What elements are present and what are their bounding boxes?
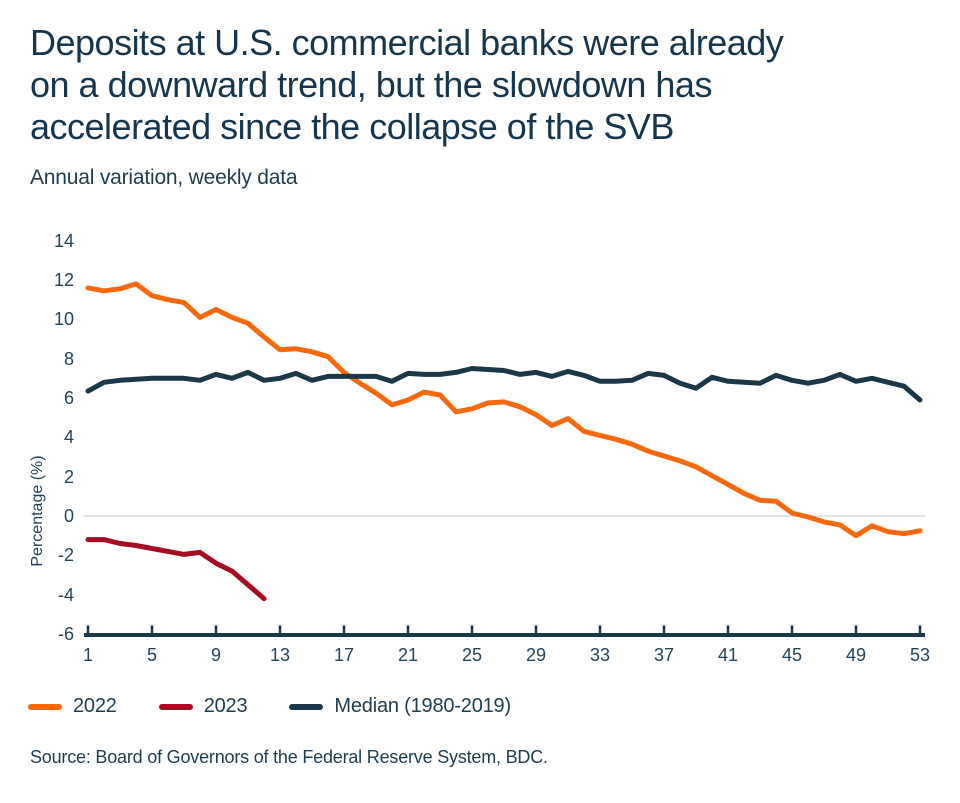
legend-swatch-median — [289, 703, 324, 710]
x-tick-label: 25 — [461, 645, 483, 665]
y-tick-label: 0 — [63, 506, 74, 526]
chart-legend: 2022 2023 Median (1980-2019) — [28, 695, 511, 718]
chart-subtitle: Annual variation, weekly data — [30, 166, 298, 189]
legend-label-median: Median (1980-2019) — [334, 695, 511, 717]
series-line-median — [85, 366, 923, 403]
y-tick-label: 14 — [53, 230, 74, 251]
page-title: Deposits at U.S. commercial banks were a… — [30, 22, 910, 148]
x-tick-label: 29 — [525, 645, 547, 665]
title-line-1: Deposits at U.S. commercial banks were a… — [30, 22, 784, 63]
title-line-3: accelerated since the collapse of the SV… — [30, 106, 674, 147]
y-tick-label: 8 — [63, 348, 74, 369]
x-tick-label: 21 — [397, 645, 419, 665]
x-tick-label: 9 — [210, 645, 221, 665]
y-tick-label: 12 — [53, 269, 74, 290]
y-axis-ticks: 14 12 10 8 6 4 2 0 -2 -4 -6 — [0, 0, 80, 803]
legend-label-2023: 2023 — [203, 695, 248, 717]
y-tick-label: 2 — [63, 466, 74, 487]
x-tick-label: 13 — [269, 645, 291, 665]
legend-swatch-2023 — [158, 703, 193, 710]
legend-label-2022: 2022 — [73, 695, 117, 717]
series-line-2023 — [85, 537, 267, 602]
legend-item-2023: 2023 — [158, 695, 248, 718]
title-line-2: on a downward trend, but the slowdown ha… — [30, 64, 712, 105]
y-tick-label: 6 — [63, 387, 74, 408]
x-tick-label: 1 — [82, 645, 93, 665]
x-tick-label: 33 — [589, 645, 611, 665]
legend-swatch-2022 — [28, 703, 62, 710]
y-tick-label: 4 — [63, 427, 74, 448]
series-line-2022 — [85, 281, 923, 539]
x-tick-label: 41 — [717, 645, 739, 665]
x-tick-label: 45 — [781, 645, 803, 665]
y-tick-label: -4 — [57, 584, 74, 605]
x-tick-label: 17 — [333, 645, 355, 665]
y-tick-label: -6 — [57, 624, 74, 644]
y-tick-label: 10 — [53, 309, 74, 330]
legend-item-median: Median (1980-2019) — [289, 695, 511, 718]
x-tick-label: 49 — [845, 645, 867, 665]
source-note: Source: Board of Governors of the Federa… — [30, 747, 548, 767]
x-tick-label: 37 — [653, 645, 675, 665]
x-tick-label: 5 — [146, 645, 157, 665]
y-tick-label: -2 — [57, 545, 74, 566]
x-tick-label: 53 — [909, 645, 931, 665]
legend-item-2022: 2022 — [28, 695, 117, 718]
x-axis-ticks: 1 5 9 13 17 21 25 29 33 37 41 45 49 53 — [0, 644, 960, 666]
